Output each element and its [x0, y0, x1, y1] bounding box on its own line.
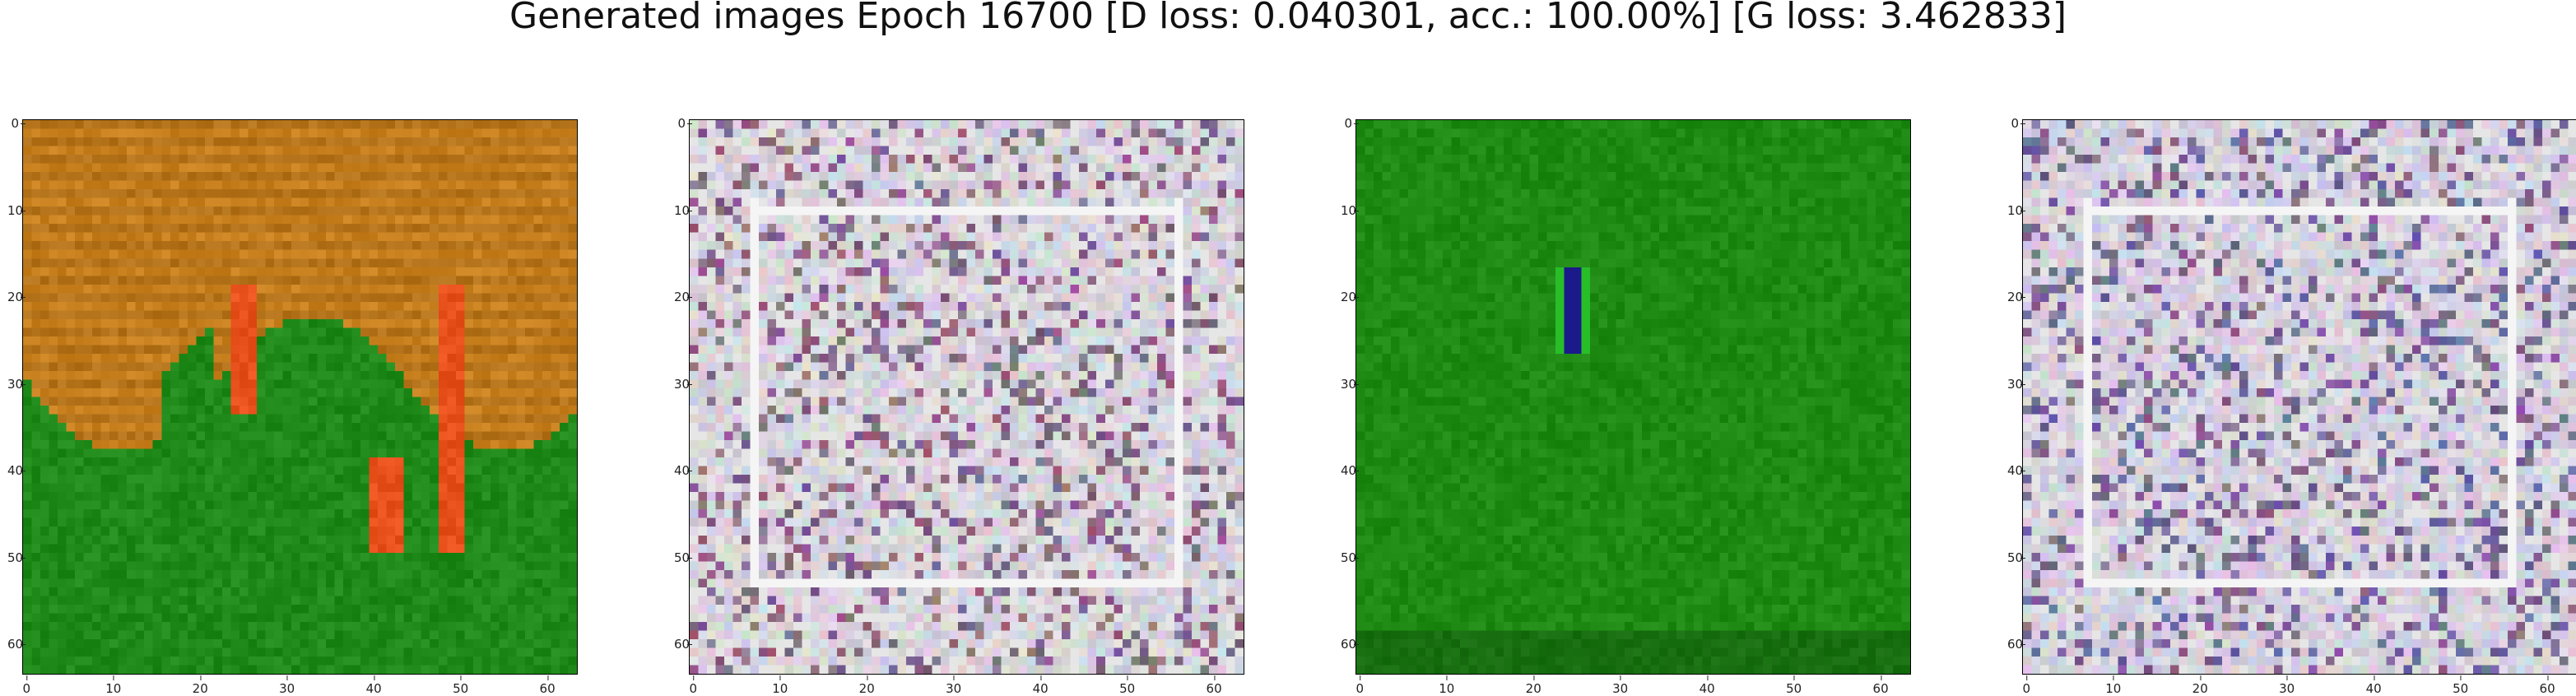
generated-image-canvas [690, 120, 1244, 674]
x-tick-label: 30 [2279, 681, 2295, 696]
x-tick-label: 0 [1355, 681, 1364, 696]
y-tick-label: 20 [7, 290, 19, 304]
x-tick-label: 10 [1439, 681, 1454, 696]
x-tick-label: 10 [2105, 681, 2121, 696]
y-tick-label: 60 [7, 637, 19, 652]
y-tick-label: 10 [674, 203, 686, 218]
y-tick-label: 50 [2007, 550, 2019, 565]
y-tick-label: 30 [674, 377, 686, 392]
x-tick-label: 0 [2022, 681, 2030, 696]
y-tick-label: 10 [2007, 203, 2019, 218]
generated-image-canvas [2023, 120, 2576, 674]
x-tick-label: 60 [540, 681, 556, 696]
generated-image [1355, 119, 1911, 675]
x-tick-label: 50 [2453, 681, 2468, 696]
y-tick-label: 60 [2007, 637, 2019, 652]
x-tick-label: 0 [22, 681, 30, 696]
generated-image-canvas [23, 120, 577, 674]
y-tick-label: 50 [7, 550, 19, 565]
x-tick-label: 40 [1700, 681, 1715, 696]
x-tick-label: 0 [689, 681, 697, 696]
x-tick-label: 20 [859, 681, 875, 696]
x-tick-label: 50 [1786, 681, 1802, 696]
x-tick-label: 50 [1119, 681, 1135, 696]
x-tick-label: 20 [193, 681, 208, 696]
y-tick-label: 0 [674, 116, 686, 131]
x-tick-label: 20 [1526, 681, 1541, 696]
x-tick-label: 10 [105, 681, 121, 696]
y-tick-label: 20 [674, 290, 686, 304]
x-tick-label: 50 [453, 681, 468, 696]
generated-image-canvas [1356, 120, 1910, 674]
y-tick-label: 40 [2007, 463, 2019, 478]
x-tick-label: 30 [279, 681, 295, 696]
x-tick-label: 40 [2366, 681, 2382, 696]
y-tick-label: 20 [2007, 290, 2019, 304]
generated-image [22, 119, 578, 675]
y-tick-label: 20 [1341, 290, 1352, 304]
figure-title: Generated images Epoch 16700 [D loss: 0.… [0, 0, 2576, 41]
generated-image [2022, 119, 2576, 675]
x-tick-label: 60 [2540, 681, 2555, 696]
y-tick-label: 50 [1341, 550, 1352, 565]
y-tick-label: 30 [1341, 377, 1352, 392]
y-tick-label: 60 [1341, 637, 1352, 652]
image-panel-2: 0 0 10 10 20 20 30 30 40 40 50 50 60 60 [689, 119, 1244, 675]
x-tick-label: 20 [2192, 681, 2208, 696]
image-panel-1: 0 0 10 10 20 20 30 30 40 40 50 50 60 60 [22, 119, 578, 675]
y-tick-label: 40 [7, 463, 19, 478]
y-tick-label: 60 [674, 637, 686, 652]
x-tick-label: 60 [1207, 681, 1222, 696]
y-tick-label: 50 [674, 550, 686, 565]
x-tick-label: 40 [366, 681, 382, 696]
y-tick-label: 10 [1341, 203, 1352, 218]
x-tick-label: 40 [1033, 681, 1049, 696]
x-tick-label: 30 [1612, 681, 1628, 696]
x-tick-label: 30 [946, 681, 961, 696]
image-panel-3: 0 0 10 10 20 20 30 30 40 40 50 50 60 60 [1355, 119, 1911, 675]
y-tick-label: 0 [2007, 116, 2019, 131]
x-tick-label: 60 [1873, 681, 1889, 696]
y-tick-label: 10 [7, 203, 19, 218]
generated-image [689, 119, 1244, 675]
y-tick-label: 40 [1341, 463, 1352, 478]
image-panel-4: 0 0 10 10 20 20 30 30 40 40 50 50 60 60 [2022, 119, 2576, 675]
y-tick-label: 0 [1341, 116, 1352, 131]
y-tick-label: 30 [7, 377, 19, 392]
y-tick-label: 0 [7, 116, 19, 131]
y-tick-label: 30 [2007, 377, 2019, 392]
x-tick-label: 10 [772, 681, 788, 696]
y-tick-label: 40 [674, 463, 686, 478]
